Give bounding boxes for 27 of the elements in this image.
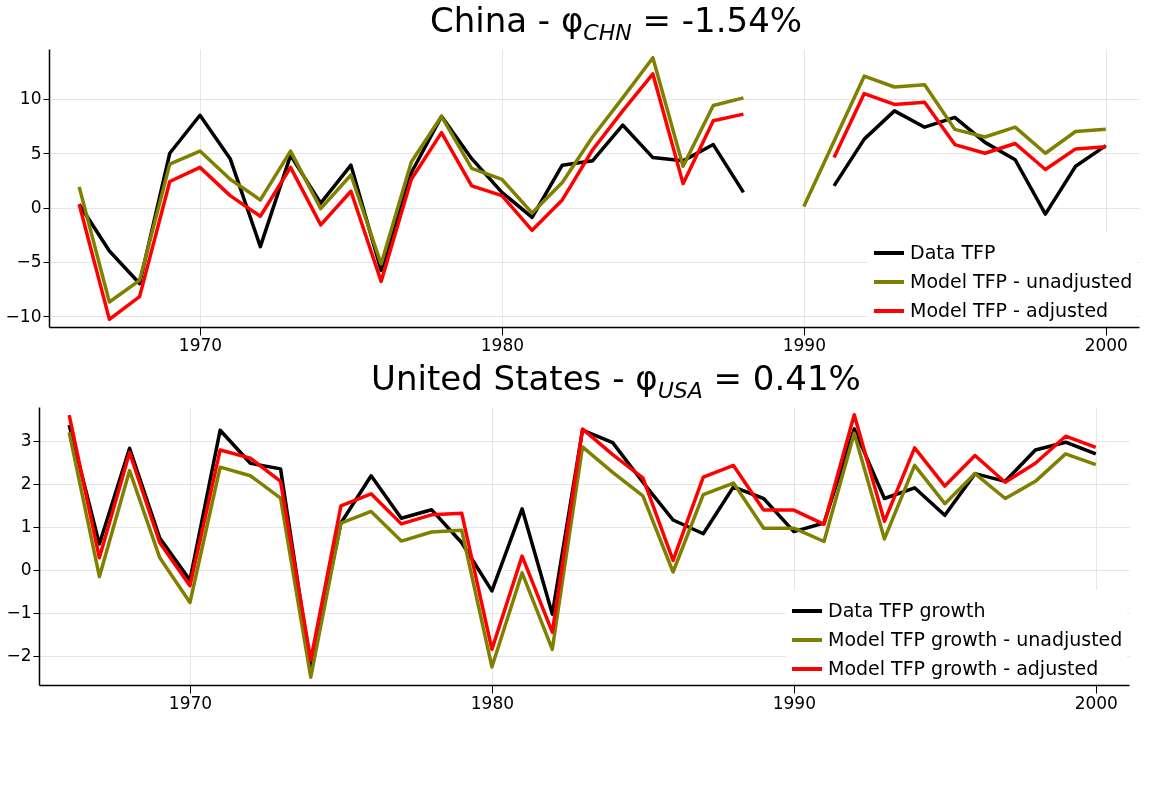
y-tick-label: 0 bbox=[30, 197, 42, 218]
chart-title: China - φ$_{CHN}$ = -1.54% bbox=[428, 0, 804, 45]
legend-label: Model TFP - unadjusted bbox=[910, 270, 1133, 292]
y-tick-label: −1 bbox=[6, 602, 32, 623]
y-tick-label: 0 bbox=[20, 559, 32, 580]
legend-label: Model TFP growth - unadjusted bbox=[828, 628, 1123, 650]
y-tick-label: 10 bbox=[19, 88, 42, 109]
x-tick-label: 1980 bbox=[480, 334, 525, 355]
legend-label: Data TFP growth bbox=[828, 599, 986, 621]
x-tick-label: 1990 bbox=[772, 692, 816, 713]
y-tick-label: −10 bbox=[5, 305, 42, 326]
y-tick-label: −2 bbox=[6, 645, 32, 666]
x-tick-label: 1970 bbox=[168, 692, 213, 713]
legend-label: Model TFP - adjusted bbox=[910, 299, 1109, 321]
x-tick-label: 2000 bbox=[1074, 692, 1118, 713]
x-tick-label: 1980 bbox=[470, 692, 515, 713]
legend-label: Model TFP growth - adjusted bbox=[828, 657, 1099, 679]
x-tick-label: 2000 bbox=[1084, 334, 1128, 355]
y-tick-label: 3 bbox=[20, 430, 32, 451]
y-tick-label: −5 bbox=[16, 251, 42, 272]
y-tick-label: 2 bbox=[20, 473, 32, 494]
y-tick-label: 1 bbox=[20, 516, 32, 537]
x-tick-label: 1990 bbox=[782, 334, 826, 355]
x-tick-label: 1970 bbox=[178, 334, 223, 355]
legend-label: Data TFP bbox=[910, 241, 996, 263]
chart-title: United States - φ$_{USA}$ = 0.41% bbox=[370, 358, 862, 403]
y-tick-label: 5 bbox=[30, 142, 42, 163]
